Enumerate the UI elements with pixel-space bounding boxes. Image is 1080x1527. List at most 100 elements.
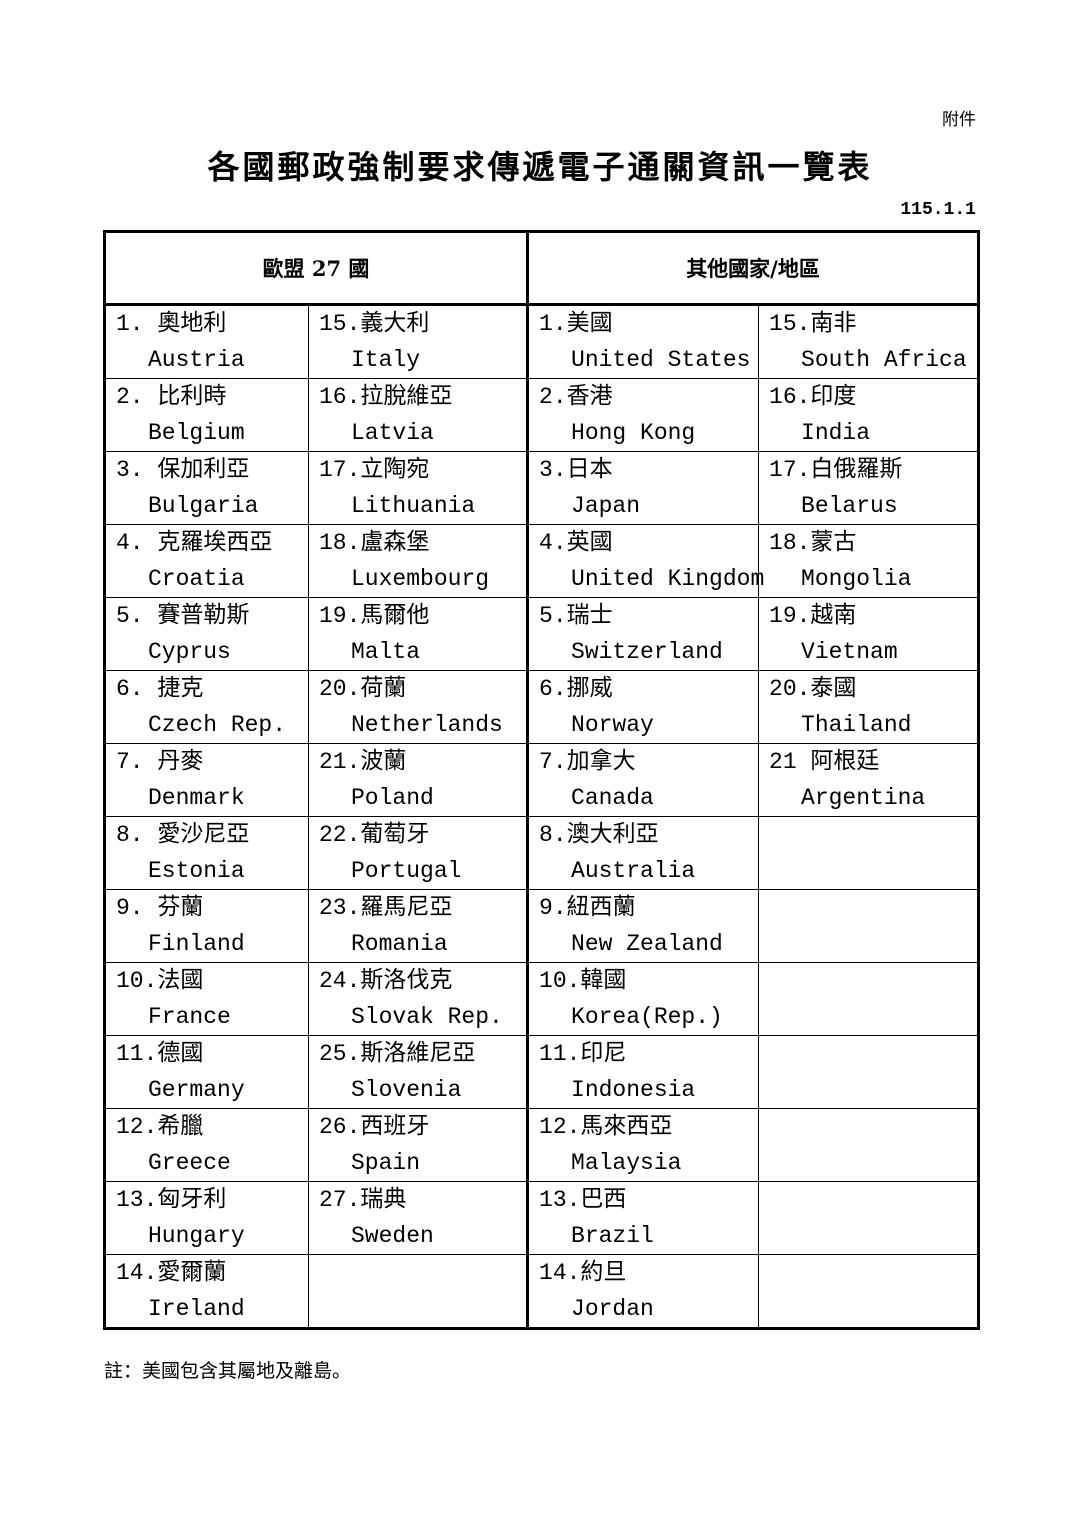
country-name-en: Japan: [571, 493, 641, 519]
country-name-en: Sweden: [351, 1223, 434, 1249]
country-cell: [758, 816, 980, 890]
country-cell: 14.約旦 Jordan: [527, 1254, 760, 1329]
country-name-zh: 8.澳大利亞: [539, 822, 659, 848]
footnote: 註：美國包含其屬地及離島。: [104, 1360, 352, 1382]
country-cell: [307, 1254, 530, 1329]
table-header-row: 歐盟 27 國 其他國家/地區: [103, 231, 980, 306]
country-cell: 2. 比利時 Belgium: [104, 378, 309, 452]
country-cell: 12.希臘 Greece: [104, 1108, 309, 1182]
country-name-zh: 27.瑞典: [319, 1187, 407, 1213]
country-cell: 26.西班牙 Spain: [307, 1108, 530, 1182]
country-cell: 2.香港 Hong Kong: [527, 378, 760, 452]
country-name-en: France: [148, 1004, 231, 1030]
country-name-zh: 9. 芬蘭: [116, 895, 204, 921]
country-cell: [758, 1254, 980, 1329]
country-name-en: Slovenia: [351, 1077, 462, 1103]
country-cell: [758, 962, 980, 1036]
country-name-en: Spain: [351, 1150, 421, 1176]
country-name-zh: 18.盧森堡: [319, 530, 430, 556]
country-name-zh: 14.愛爾蘭: [116, 1260, 227, 1286]
country-name-zh: 11.印尼: [539, 1041, 627, 1067]
country-cell: 11.印尼 Indonesia: [527, 1035, 760, 1109]
country-name-zh: 4. 克羅埃西亞: [116, 530, 273, 556]
country-cell: 4. 克羅埃西亞 Croatia: [104, 524, 309, 598]
country-name-zh: 25.斯洛維尼亞: [319, 1041, 476, 1067]
country-cell: 1. 奧地利 Austria: [104, 304, 309, 379]
date-label: 115.1.1: [900, 200, 976, 220]
table-row: 9. 芬蘭 Finland 23.羅馬尼亞 Romania 9.紐西蘭 New Zeala…: [104, 889, 980, 963]
country-name-en: Jordan: [571, 1296, 654, 1322]
country-cell: 20.泰國 Thailand: [758, 670, 980, 744]
country-name-zh: 26.西班牙: [319, 1114, 430, 1140]
country-name-zh: 12.希臘: [116, 1114, 204, 1140]
country-cell: 10.韓國 Korea(Rep.): [527, 962, 760, 1036]
country-name-zh: 21 阿根廷: [769, 749, 880, 775]
country-name-zh: 20.荷蘭: [319, 676, 407, 702]
country-cell: 5.瑞士 Switzerland: [527, 597, 760, 671]
country-cell: 5. 賽普勒斯 Cyprus: [104, 597, 309, 671]
country-name-en: Bulgaria: [148, 493, 259, 519]
country-name-en: Mongolia: [801, 566, 912, 592]
country-name-en: Switzerland: [571, 639, 723, 665]
country-cell: 18.蒙古 Mongolia: [758, 524, 980, 598]
country-name-zh: 9.紐西蘭: [539, 895, 636, 921]
country-name-en: Brazil: [571, 1223, 654, 1249]
country-name-zh: 15.南非: [769, 311, 857, 337]
country-name-en: Greece: [148, 1150, 231, 1176]
country-name-zh: 12.馬來西亞: [539, 1114, 673, 1140]
country-name-zh: 7. 丹麥: [116, 749, 204, 775]
country-name-en: United States: [571, 347, 751, 373]
country-name-en: Czech Rep.: [148, 712, 287, 738]
country-cell: 19.越南 Vietnam: [758, 597, 980, 671]
country-name-zh: 5. 賽普勒斯: [116, 603, 250, 629]
country-name-zh: 24.斯洛伐克: [319, 968, 453, 994]
country-name-en: Hungary: [148, 1223, 245, 1249]
table-row: 13.匈牙利 Hungary 27.瑞典 Sweden 13.巴西 Brazil: [104, 1181, 980, 1255]
country-name-zh: 3.日本: [539, 457, 613, 483]
country-name-en: Belarus: [801, 493, 898, 519]
country-name-zh: 23.羅馬尼亞: [319, 895, 453, 921]
country-cell: 23.羅馬尼亞 Romania: [307, 889, 530, 963]
country-name-zh: 6. 捷克: [116, 676, 204, 702]
table-row: 10.法國 France 24.斯洛伐克 Slovak Rep. 10.韓國 Korea(…: [104, 962, 980, 1036]
country-cell: 27.瑞典 Sweden: [307, 1181, 530, 1255]
country-cell: 16.拉脫維亞 Latvia: [307, 378, 530, 452]
country-name-en: Croatia: [148, 566, 245, 592]
country-cell: 21.波蘭 Poland: [307, 743, 530, 817]
country-cell: 6. 捷克 Czech Rep.: [104, 670, 309, 744]
country-name-zh: 7.加拿大: [539, 749, 636, 775]
country-cell: 19.馬爾他 Malta: [307, 597, 530, 671]
country-name-zh: 13.巴西: [539, 1187, 627, 1213]
country-cell: [758, 889, 980, 963]
country-name-zh: 8. 愛沙尼亞: [116, 822, 250, 848]
country-name-en: Korea(Rep.): [571, 1004, 723, 1030]
country-name-en: Portugal: [351, 858, 462, 884]
country-cell: 9. 芬蘭 Finland: [104, 889, 309, 963]
country-name-zh: 15.義大利: [319, 311, 430, 337]
country-cell: 9.紐西蘭 New Zealand: [527, 889, 760, 963]
country-cell: 14.愛爾蘭 Ireland: [104, 1254, 309, 1329]
country-name-en: United Kingdom: [571, 566, 765, 592]
country-cell: 15.義大利 Italy: [307, 304, 530, 379]
country-name-en: Thailand: [801, 712, 912, 738]
table-row: 1. 奧地利 Austria 15.義大利 Italy 1.美國 United State…: [104, 304, 980, 379]
country-name-en: India: [801, 420, 871, 446]
country-cell: 6.挪威 Norway: [527, 670, 760, 744]
country-name-en: Romania: [351, 931, 448, 957]
country-cell: 20.荷蘭 Netherlands: [307, 670, 530, 744]
country-cell: 3.日本 Japan: [527, 451, 760, 525]
page-title: 各國郵政強制要求傳遞電子通關資訊一覽表: [207, 148, 873, 186]
table-row: 11.德國 Germany 25.斯洛維尼亞 Slovenia 11.印尼 Indones…: [104, 1035, 980, 1109]
table-row: 2. 比利時 Belgium 16.拉脫維亞 Latvia 2.香港 Hong Kong 1…: [104, 378, 980, 452]
country-cell: 17.立陶宛 Lithuania: [307, 451, 530, 525]
country-cell: 11.德國 Germany: [104, 1035, 309, 1109]
table-row: 7. 丹麥 Denmark 21.波蘭 Poland 7.加拿大 Canada 21 阿根廷…: [104, 743, 980, 817]
country-cell: [758, 1181, 980, 1255]
country-name-zh: 17.立陶宛: [319, 457, 430, 483]
country-name-zh: 20.泰國: [769, 676, 857, 702]
country-cell: 24.斯洛伐克 Slovak Rep.: [307, 962, 530, 1036]
country-cell: [758, 1035, 980, 1109]
country-name-zh: 16.拉脫維亞: [319, 384, 453, 410]
header-eu: 歐盟 27 國: [103, 231, 530, 306]
country-cell: 8. 愛沙尼亞 Estonia: [104, 816, 309, 890]
